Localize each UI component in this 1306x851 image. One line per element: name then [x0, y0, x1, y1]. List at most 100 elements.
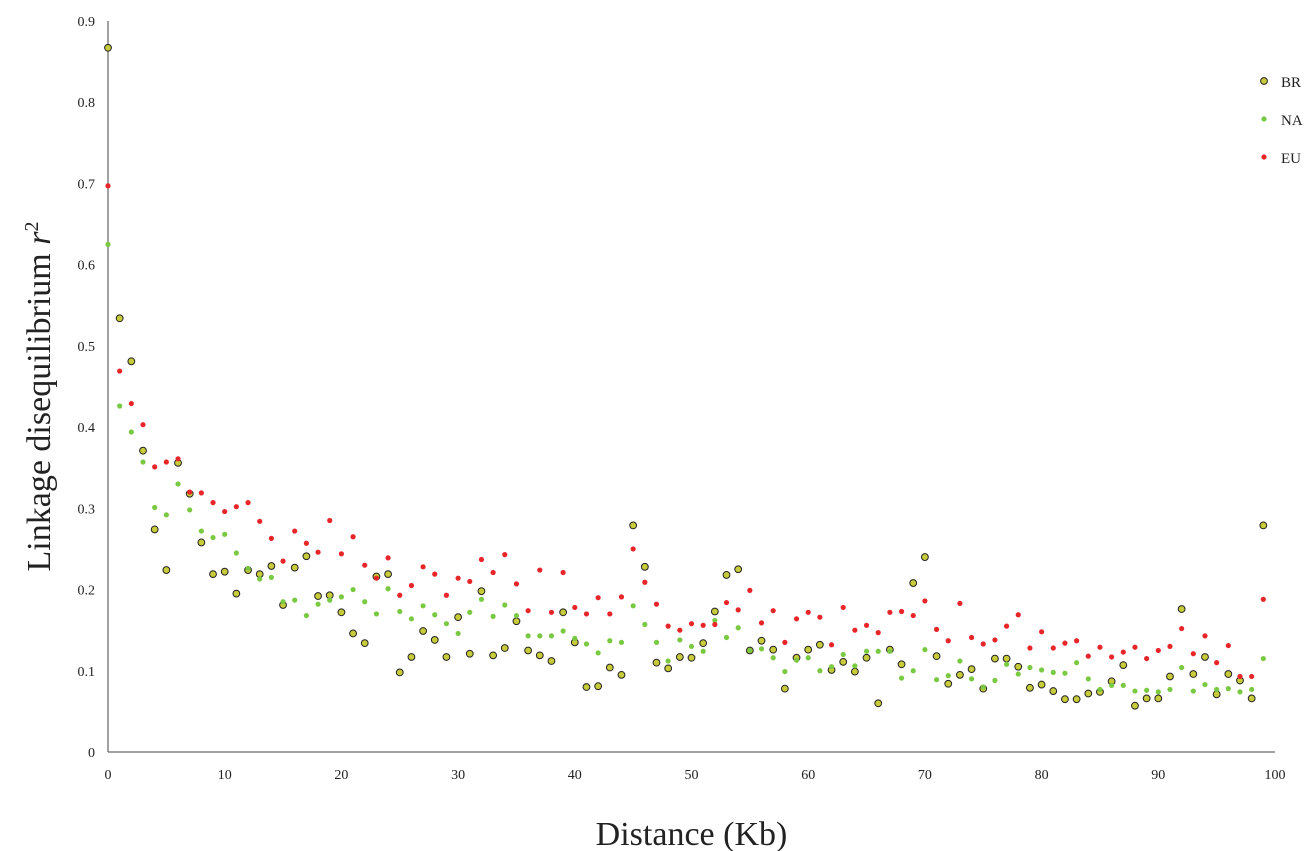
y-tick-label: 0.3 [78, 502, 96, 517]
point-na [198, 528, 204, 534]
point-br [1166, 672, 1174, 681]
point-br [465, 649, 474, 658]
point-eu [350, 534, 356, 540]
legend-label-na: NA [1281, 113, 1303, 129]
point-na [420, 603, 426, 609]
point-eu [257, 518, 263, 524]
point-eu [513, 581, 520, 587]
point-na [548, 633, 555, 639]
point-eu [992, 637, 998, 643]
point-na [187, 507, 193, 513]
point-na [397, 608, 403, 615]
point-na [840, 651, 846, 658]
point-eu [957, 600, 963, 606]
point-br [290, 563, 299, 572]
point-na [1109, 682, 1115, 688]
point-eu [665, 623, 671, 629]
point-br [594, 682, 603, 691]
x-tick-label: 0 [105, 768, 112, 783]
point-na [642, 621, 648, 628]
point-br [862, 653, 871, 662]
y-tick-label: 0.7 [78, 177, 96, 192]
point-eu [1050, 645, 1056, 651]
point-eu [1027, 645, 1033, 651]
point-na [140, 459, 146, 465]
y-tick-label: 0.4 [78, 421, 96, 436]
point-br [162, 566, 171, 574]
point-na [712, 617, 718, 624]
x-tick-label: 40 [568, 768, 582, 783]
point-eu [852, 627, 858, 633]
point-na [1249, 686, 1255, 693]
point-na [1027, 664, 1033, 671]
point-na [233, 550, 239, 556]
point-br [430, 636, 439, 644]
point-eu [233, 504, 239, 510]
point-eu [828, 642, 835, 648]
point-na [105, 241, 111, 247]
point-br [547, 657, 556, 665]
y-tick-label: 0.5 [78, 340, 96, 355]
point-br [839, 657, 848, 666]
point-na [945, 673, 951, 679]
data-points [104, 43, 1268, 710]
point-br [302, 552, 311, 561]
point-na [898, 675, 905, 681]
point-na [1179, 664, 1185, 671]
point-eu [420, 564, 426, 570]
y-tick-label: 0.6 [78, 259, 96, 274]
point-br [769, 645, 778, 654]
point-eu [770, 608, 776, 614]
point-eu [1179, 625, 1185, 632]
point-eu [968, 634, 975, 641]
x-tick-label: 20 [334, 768, 348, 783]
point-eu [910, 612, 916, 619]
x-tick-label: 30 [451, 768, 465, 783]
point-na [525, 633, 531, 639]
point-na [1085, 676, 1091, 682]
point-eu [140, 422, 146, 428]
point-br [115, 314, 124, 323]
point-eu [618, 594, 625, 600]
point-eu [817, 614, 823, 620]
point-na [502, 602, 508, 608]
point-br [944, 679, 953, 688]
point-eu [327, 517, 333, 524]
point-na [1120, 682, 1126, 688]
point-eu [128, 400, 134, 407]
point-eu [198, 490, 204, 496]
point-eu [782, 639, 788, 645]
x-tick-labels: 0 10 20 30 40 50 60 70 80 90 100 [105, 768, 1286, 783]
point-eu [152, 464, 158, 470]
point-na [257, 576, 263, 582]
point-na [782, 668, 788, 675]
point-na [1155, 689, 1161, 695]
point-na [175, 481, 181, 487]
point-eu [455, 575, 461, 581]
point-eu [700, 622, 706, 628]
point-eu [712, 621, 718, 628]
legend: BR NA EU [1260, 75, 1303, 167]
point-eu [280, 558, 286, 564]
point-na [618, 639, 625, 645]
point-eu [245, 500, 251, 506]
y-axis-title: Linkage disequilibrium r2 [21, 222, 58, 572]
y-axis-title-superscript: 2 [21, 222, 43, 232]
point-eu [187, 489, 193, 495]
point-na [152, 504, 158, 511]
point-br [1072, 695, 1081, 704]
point-eu [793, 616, 800, 622]
point-br [1154, 694, 1163, 703]
point-na [327, 597, 333, 603]
point-br [559, 608, 568, 617]
y-axis-title-main: Linkage disequilibrium [21, 245, 58, 572]
point-na [268, 574, 274, 580]
point-na [968, 676, 975, 682]
point-br [780, 684, 789, 693]
point-br [267, 562, 276, 570]
point-na [1237, 689, 1243, 695]
point-na [688, 643, 695, 650]
point-br [1259, 521, 1268, 530]
